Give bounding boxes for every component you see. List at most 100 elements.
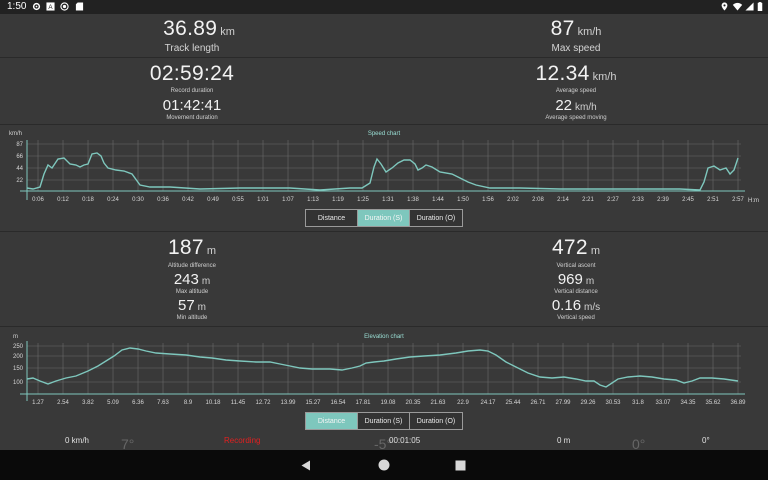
tab-distance[interactable]: Distance [306,413,358,429]
average-speed-moving-value: 22 km/h [555,97,597,114]
signal-icon [745,2,754,11]
elevation-x-tick: 2.54 [57,400,69,406]
elevation-x-tick: 17.81 [355,400,371,406]
status-bar: 1:50 A [0,0,768,14]
elevation-x-tick: 11.45 [231,400,246,406]
elevation-x-tick: 36.89 [730,400,746,406]
speed-x-tick: 2:57 [732,197,744,203]
divider [0,326,768,327]
elevation-x-tick: 33.07 [655,400,671,406]
track-length-label: Track length [164,43,220,54]
elevation-x-tick: 1.27 [32,400,44,406]
temperature-left: 7° [121,436,135,452]
speed-x-tick: 2:39 [657,197,669,203]
location-icon [721,2,728,11]
elevation-y-tick: 250 [13,344,24,350]
settings-icon [32,2,41,11]
speed-x-tick: 1:44 [432,197,444,203]
elevation-x-tick: 3.82 [82,400,94,406]
max-altitude-label: Max altitude [175,289,209,295]
speed-x-tick: 1:13 [307,197,319,203]
speed-x-tick: 1:38 [407,197,419,203]
vertical-distance-value: 969 m [557,271,595,288]
recording-status: Recording [224,436,261,445]
elevation-x-tick: 31.8 [632,400,644,406]
speed-x-tick: 1:56 [482,197,494,203]
elevation-x-axis: 1.27 2.54 3.82 5.09 6.36 7.63 8.9 10.18 11.45 12.… [32,400,746,406]
speed-chart-tabs: Distance Duration (S) Duration (O) [305,209,463,227]
speed-x-tick: 0:24 [107,197,119,203]
speed-x-tick: 2:08 [532,197,544,203]
speed-chart-title: Speed chart [367,131,401,137]
elevation-x-tick: 21.63 [430,400,446,406]
vertical-ascent-value: 472 m [551,236,601,259]
max-altitude-value: 243 m [173,271,211,288]
elevation-chart: 250 200 150 100 1.27 2.54 3.82 5.09 6.36 7.63… [13,341,746,406]
a-icon: A [46,2,55,11]
speed-x-tick: 0:06 [32,197,44,203]
elevation-line [26,347,739,388]
tab-distance[interactable]: Distance [306,210,358,226]
speed-x-tick: 0:49 [207,197,219,203]
min-altitude-label: Min altitude [176,315,208,321]
current-distance: 0 m [557,436,571,445]
elevation-chart-grid [27,343,741,394]
elevation-chart-tabs: Distance Duration (S) Duration (O) [305,412,463,430]
tab-duration-s[interactable]: Duration (S) [358,413,410,429]
movement-duration-value: 01:42:41 [162,97,222,114]
elevation-chart-unit: m [13,334,18,340]
elevation-x-tick: 26.71 [530,400,546,406]
elevation-x-tick: 16.54 [330,400,346,406]
angle-big: 0° [632,436,646,452]
speed-x-tick: 1:19 [332,197,344,203]
min-altitude-value: 57 m [177,297,207,314]
elevation-x-tick: 5.09 [107,400,119,406]
speed-x-tick: 2:45 [682,197,694,203]
svg-text:A: A [48,4,53,11]
elevation-x-tick: 27.99 [555,400,571,406]
current-speed: 0 km/h [65,436,90,445]
elevation-x-tick: 20.35 [405,400,421,406]
altitude-difference-label: Altitude difference [168,263,216,269]
speed-x-tick: 2:51 [707,197,719,203]
recording-timer: 00:01:05 [389,436,421,445]
speed-x-tick: 0:42 [182,197,194,203]
record-icon [60,2,69,11]
divider [0,231,768,232]
elevation-x-tick: 24.17 [480,400,496,406]
speed-x-tick: 2:33 [632,197,644,203]
speed-x-tick: 1:07 [282,197,294,203]
speed-y-tick: 22 [16,178,23,184]
speed-x-tick: 0:30 [132,197,144,203]
vertical-speed-value: 0.16 m/s [551,297,601,314]
speed-x-tick: 1:25 [357,197,369,203]
speed-x-tick: 2:14 [557,197,569,203]
movement-duration-label: Movement duration [166,115,218,121]
speed-x-unit: H:m [748,198,759,204]
recents-icon[interactable] [455,460,466,471]
divider [0,124,768,125]
average-speed-value: 12.34 km/h [535,62,617,85]
elevation-y-tick: 100 [13,380,24,386]
home-icon[interactable] [378,459,390,471]
speed-x-tick: 0:55 [232,197,244,203]
elevation-x-tick: 7.63 [157,400,169,406]
speed-x-tick: 2:02 [507,197,519,203]
speed-x-tick: 2:27 [607,197,619,203]
tab-duration-o[interactable]: Duration (O) [410,210,462,226]
elevation-x-tick: 12.72 [255,400,271,406]
elevation-chart-title: Elevation chart [364,334,404,340]
battery-icon [757,2,763,11]
elevation-x-tick: 35.62 [705,400,721,406]
elevation-x-tick: 29.26 [580,400,596,406]
angle-small: 0° [702,436,710,445]
navigation-bar [0,450,768,480]
tab-duration-s[interactable]: Duration (S) [358,210,410,226]
record-duration-value: 02:59:24 [149,62,235,85]
tab-duration-o[interactable]: Duration (O) [410,413,462,429]
speed-x-tick: 1:31 [382,197,394,203]
back-icon[interactable] [301,460,311,471]
vertical-ascent-label: Vertical ascent [556,263,596,269]
speed-chart-grid [27,140,741,191]
speed-x-tick: 0:12 [57,197,69,203]
